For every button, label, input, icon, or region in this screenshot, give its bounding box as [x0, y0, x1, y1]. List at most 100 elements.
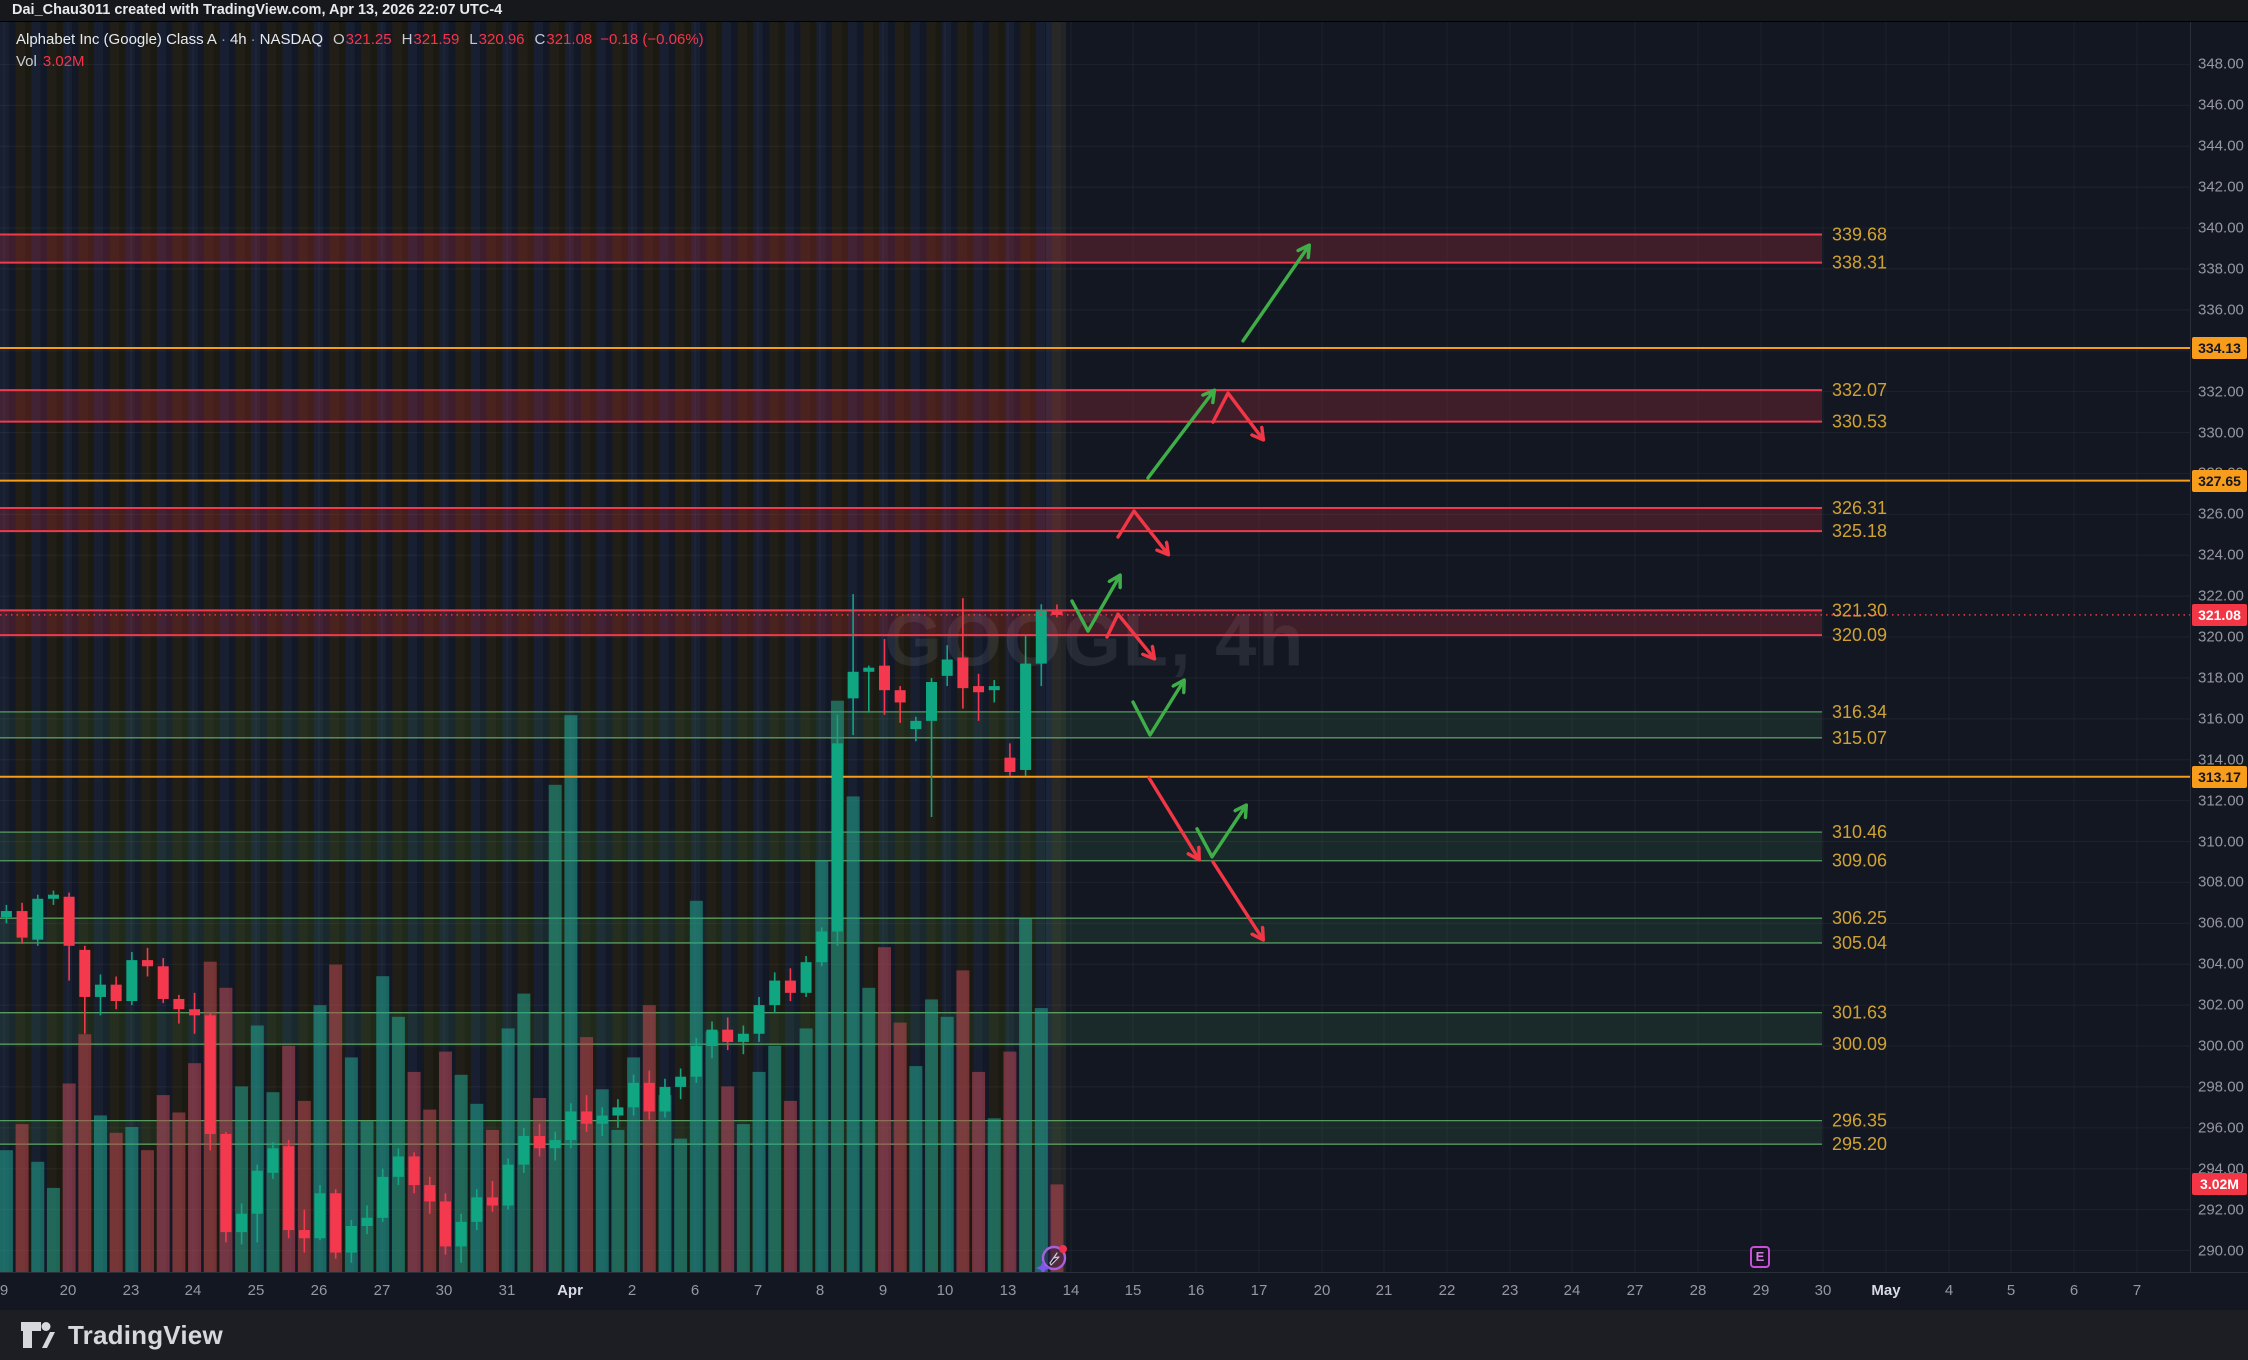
time-tick: 16	[1187, 1282, 1205, 1299]
time-axis[interactable]: 9 20 23 24 25 26 27 30 31 Apr 2 6 7 8 9 10 13 14 15 16 17 20 2…	[0, 1272, 2248, 1310]
bottom-brand-bar: TradingView	[0, 1310, 2248, 1360]
supply-zone[interactable]	[0, 506, 1822, 533]
price-tick: 298.00	[2198, 1078, 2244, 1096]
zone-price-labels: 339.68 338.31 332.07 330.53 326.31 325.18 321.…	[1832, 225, 1887, 1155]
zone-top-price-label: 306.25	[1832, 908, 1887, 928]
price-tick: 302.00	[2198, 996, 2244, 1014]
time-tick: 8	[815, 1282, 825, 1299]
trend-arrow-red[interactable]	[1211, 860, 1262, 938]
time-tick: 29	[1752, 1282, 1770, 1299]
trend-arrow-red[interactable]	[1211, 391, 1262, 438]
time-tick: 14	[1062, 1282, 1080, 1299]
price-tick: 320.00	[2198, 628, 2244, 646]
supply-zone[interactable]	[0, 233, 1822, 264]
price-tick: 304.00	[2198, 955, 2244, 973]
price-tick: 318.00	[2198, 669, 2244, 687]
time-tick: May	[1871, 1282, 1901, 1299]
price-tick: 308.00	[2198, 873, 2244, 891]
volume-label: Vol	[16, 53, 37, 70]
time-tick: 30	[435, 1282, 453, 1299]
price-tick: 300.00	[2198, 1037, 2244, 1055]
zone-bottom-price-label: 330.53	[1832, 412, 1887, 432]
trend-arrow-green[interactable]	[1195, 807, 1245, 859]
high-value: 321.59	[413, 31, 460, 48]
time-tick: 24	[184, 1282, 202, 1299]
candlesticks	[0, 594, 1063, 1263]
tradingview-logo[interactable]: TradingView	[20, 1320, 223, 1350]
price-tick: 322.00	[2198, 587, 2244, 605]
symbol-name[interactable]: Alphabet Inc (Google) Class A	[16, 31, 217, 48]
time-tick: 27	[373, 1282, 391, 1299]
price-tick: 342.00	[2198, 178, 2244, 196]
time-tick: 24	[1563, 1282, 1581, 1299]
supply-demand-zones[interactable]	[0, 233, 1822, 1145]
time-tick: 6	[2069, 1282, 2079, 1299]
time-tick: 9	[0, 1282, 9, 1299]
alert-price-lines[interactable]	[0, 347, 2190, 778]
zone-top-price-label: 326.31	[1832, 498, 1887, 518]
zone-bottom-price-label: 300.09	[1832, 1034, 1887, 1054]
trend-arrow-red[interactable]	[1116, 509, 1167, 553]
demand-zone[interactable]	[0, 831, 1822, 862]
price-badge-red: 321.08	[2192, 603, 2247, 626]
demand-zone[interactable]	[0, 917, 1822, 944]
zone-bottom-price-label: 315.07	[1832, 728, 1887, 748]
trend-arrow-red[interactable]	[1147, 776, 1198, 858]
time-tick: 15	[1124, 1282, 1142, 1299]
price-tick: 316.00	[2198, 710, 2244, 728]
time-tick: 17	[1250, 1282, 1268, 1299]
trend-arrow-red[interactable]	[1105, 612, 1153, 657]
time-tick: 7	[753, 1282, 763, 1299]
interval-label[interactable]: 4h	[229, 31, 247, 48]
supply-zone[interactable]	[0, 609, 1822, 637]
zone-top-price-label: 310.46	[1832, 822, 1887, 842]
supply-zone[interactable]	[0, 389, 1822, 423]
time-tick: 7	[2132, 1282, 2142, 1299]
lightning-icon	[1049, 1252, 1060, 1266]
price-tick: 314.00	[2198, 751, 2244, 769]
time-tick: 30	[1814, 1282, 1832, 1299]
time-tick: 27	[1626, 1282, 1644, 1299]
trend-arrow-green[interactable]	[1146, 392, 1213, 480]
trend-arrow-green[interactable]	[1241, 247, 1308, 343]
price-axis[interactable]: 348.00 346.00 344.00 342.00 340.00 338.00 336.…	[2190, 22, 2248, 1272]
price-tick: 326.00	[2198, 505, 2244, 523]
rocket-boost-sticker[interactable]	[1036, 1242, 1070, 1272]
time-tick: 20	[59, 1282, 77, 1299]
price-badge-red: 3.02M	[2192, 1173, 2247, 1196]
trend-arrow-green[interactable]	[1070, 577, 1119, 633]
time-tick: 31	[498, 1282, 516, 1299]
time-tick: 10	[936, 1282, 954, 1299]
time-tick: 5	[2006, 1282, 2016, 1299]
sticker-red-dot	[1059, 1245, 1067, 1253]
price-tick: 306.00	[2198, 914, 2244, 932]
snapshot-title: Dai_Chau3011 created with TradingView.co…	[0, 0, 2248, 22]
trend-arrow-green[interactable]	[1131, 682, 1183, 737]
earnings-e-badge[interactable]: E	[1750, 1246, 1770, 1268]
price-tick: 336.00	[2198, 301, 2244, 319]
legend-line-1: Alphabet Inc (Google) Class A · 4h · NASDAQ O…	[16, 31, 704, 48]
price-tick: 324.00	[2198, 546, 2244, 564]
low-value: 320.96	[478, 31, 525, 48]
price-tick: 312.00	[2198, 792, 2244, 810]
time-tick: 4	[1944, 1282, 1954, 1299]
trend-arrows[interactable]	[1070, 247, 1308, 938]
demand-zone[interactable]	[0, 1012, 1822, 1045]
price-tick: 294.00	[2198, 1160, 2244, 1178]
chart-canvas[interactable]: 339.68 338.31 332.07 330.53 326.31 325.18 321.…	[0, 22, 2190, 1272]
symbol-legend[interactable]: Alphabet Inc (Google) Class A · 4h · NASDAQ O…	[16, 29, 704, 73]
zone-bottom-price-label: 295.20	[1832, 1134, 1887, 1154]
zone-top-price-label: 339.68	[1832, 225, 1887, 245]
price-tick: 332.00	[2198, 383, 2244, 401]
chart-plot-area[interactable]: GOOGL, 4h 339.68 338.31 332.07 330.53 326.31…	[0, 22, 2190, 1272]
time-tick: 20	[1313, 1282, 1331, 1299]
time-tick: 2	[627, 1282, 637, 1299]
zone-top-price-label: 301.63	[1832, 1003, 1887, 1023]
price-tick: 348.00	[2198, 55, 2244, 73]
zone-bottom-price-label: 305.04	[1832, 933, 1887, 953]
price-tick: 346.00	[2198, 96, 2244, 114]
price-tick: 330.00	[2198, 424, 2244, 442]
time-tick: 22	[1438, 1282, 1456, 1299]
price-badge-orange: 327.65	[2192, 469, 2247, 492]
